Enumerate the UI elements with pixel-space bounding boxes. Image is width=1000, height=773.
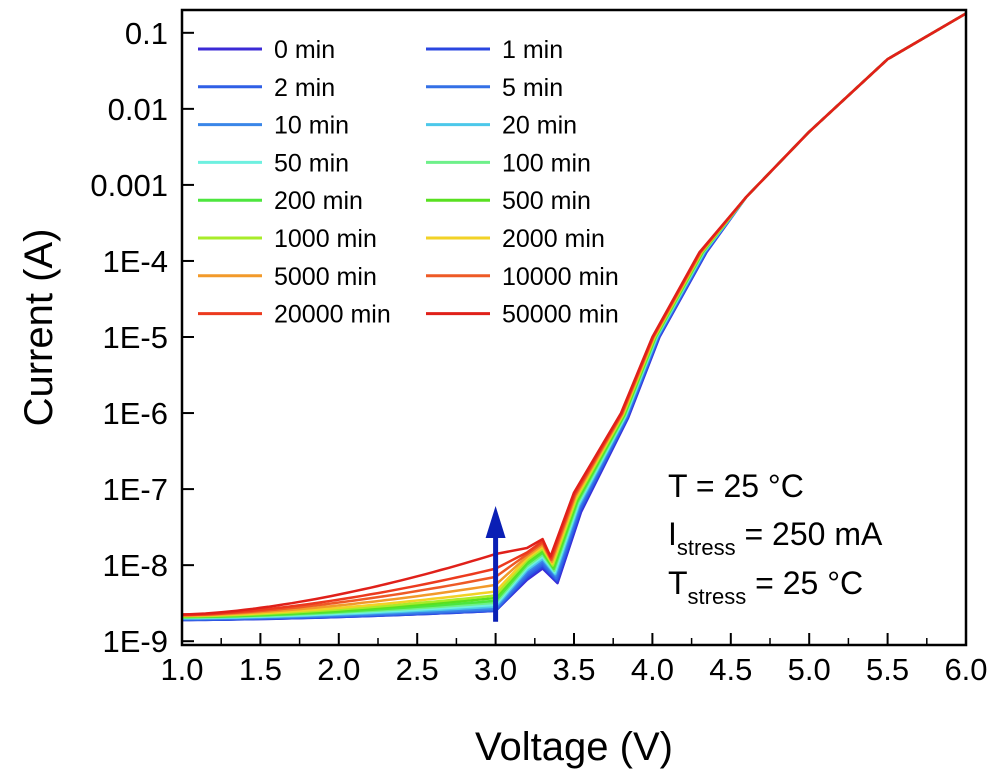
x-axis-ticks: 1.0 1.5 2.0 2.5 3.0 3.5 4.0 4.5 5.0 5.5 6.0 <box>160 633 988 687</box>
x-tick-label: 5.5 <box>866 652 909 687</box>
y-tick-label: 1E-6 <box>103 396 168 431</box>
series-curves <box>181 12 967 622</box>
y-tick-label: 0.1 <box>125 16 168 51</box>
legend-label: 0 min <box>274 36 335 64</box>
legend-label: 100 min <box>502 149 591 177</box>
x-tick-label: 2.0 <box>317 652 360 687</box>
y-tick-label: 1E-7 <box>103 472 168 507</box>
legend-label: 10 min <box>274 112 349 140</box>
x-tick-label: 3.0 <box>474 652 517 687</box>
annotation-line: Istress = 250 mA <box>668 516 883 560</box>
conditions-annotation: T = 25 °C Istress = 250 mA Tstress = 25 °C <box>668 468 883 609</box>
x-tick-label: 6.0 <box>944 652 987 687</box>
y-tick-label: 0.001 <box>90 168 168 203</box>
legend-label: 500 min <box>502 187 591 215</box>
y-axis-title: Current (A) <box>17 229 61 427</box>
x-tick-label: 1.0 <box>160 652 203 687</box>
legend-label: 2 min <box>274 74 335 102</box>
legend-label: 1 min <box>502 36 563 64</box>
y-tick-label: 1E-4 <box>103 244 168 279</box>
x-tick-label: 3.5 <box>552 652 595 687</box>
legend-label: 20 min <box>502 112 577 140</box>
arrow-head <box>485 505 506 538</box>
y-tick-label: 0.01 <box>108 92 168 127</box>
x-tick-label: 4.0 <box>631 652 674 687</box>
legend-label: 50000 min <box>502 301 619 329</box>
legend-label: 5 min <box>502 74 563 102</box>
trend-arrow <box>485 505 506 622</box>
legend: 0 min 1 min 2 min 5 min 10 min 20 min 50 min 10… <box>198 36 619 329</box>
y-axis-ticks: 0.1 0.01 0.001 1E-4 1E-5 1E-6 1E-7 1E-8 1E-9 <box>90 16 194 659</box>
y-tick-label: 1E-5 <box>103 320 168 355</box>
legend-label: 2000 min <box>502 225 605 253</box>
annotation-line: Tstress = 25 °C <box>668 565 863 609</box>
legend-label: 50 min <box>274 149 349 177</box>
legend-label: 10000 min <box>502 263 619 291</box>
y-tick-label: 1E-8 <box>103 548 168 583</box>
series-line <box>181 12 967 616</box>
legend-label: 5000 min <box>274 263 377 291</box>
x-tick-label: 1.5 <box>239 652 282 687</box>
x-tick-label: 2.5 <box>396 652 439 687</box>
legend-label: 200 min <box>274 187 363 215</box>
x-tick-label: 4.5 <box>709 652 752 687</box>
x-tick-label: 5.0 <box>788 652 831 687</box>
legend-label: 1000 min <box>274 225 377 253</box>
annotation-line: T = 25 °C <box>668 468 804 504</box>
legend-label: 20000 min <box>274 301 391 329</box>
x-axis-title: Voltage (V) <box>475 725 673 769</box>
y-tick-label: 1E-9 <box>103 624 168 659</box>
